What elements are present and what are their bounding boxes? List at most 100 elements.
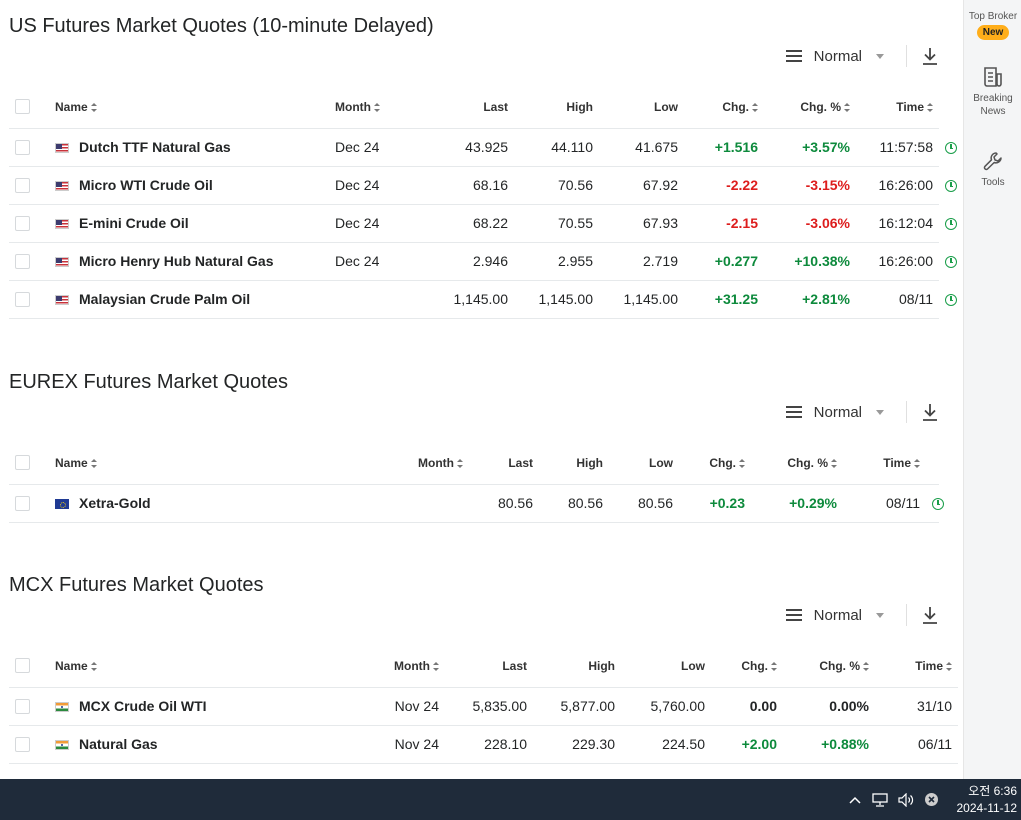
col-header-time[interactable]: Time (875, 645, 958, 688)
instrument-link[interactable]: Malaysian Crude Palm Oil (79, 291, 251, 307)
instrument-link[interactable]: MCX Crude Oil WTI (79, 698, 207, 714)
row-checkbox[interactable] (15, 292, 30, 308)
row-checkbox[interactable] (15, 699, 30, 715)
view-select[interactable]: Normal (785, 600, 898, 630)
clock-icon (945, 218, 957, 231)
network-button[interactable] (872, 792, 888, 807)
low-cell: 5,760.00 (621, 687, 711, 726)
row-checkbox[interactable] (15, 254, 30, 270)
col-header-label: Time (883, 455, 911, 470)
col-header-name[interactable]: Name (49, 86, 329, 129)
select-all-checkbox[interactable] (15, 658, 30, 674)
select-all-checkbox[interactable] (15, 455, 30, 471)
chevron-down-icon (876, 612, 884, 618)
col-header-name[interactable]: Name (49, 645, 329, 688)
col-header-chg[interactable]: Chg. (684, 86, 764, 129)
speaker-icon (898, 792, 914, 807)
row-checkbox[interactable] (15, 737, 30, 753)
change-cell: +31.25 (684, 280, 764, 319)
col-header-label: Name (55, 99, 88, 114)
col-header-label: Name (55, 658, 88, 673)
download-button[interactable] (921, 46, 939, 66)
table-header-row: Name Month Last High Low Chg. Chg. % Tim… (9, 442, 939, 485)
sort-icon (90, 102, 97, 112)
month-cell (329, 280, 429, 319)
clock-date: 2024-11-12 (956, 800, 1018, 815)
view-select[interactable]: Normal (785, 41, 898, 71)
col-header-chg[interactable]: Chg. (679, 442, 751, 485)
sort-icon (90, 661, 97, 671)
col-header-label: Time (896, 99, 924, 114)
volume-button[interactable] (898, 792, 914, 807)
table-header-row: Name Month Last High Low Chg. Chg. % Tim… (9, 86, 939, 129)
download-button[interactable] (921, 605, 939, 625)
section-title: MCX Futures Market Quotes (9, 574, 264, 596)
change-cell: -2.15 (684, 204, 764, 243)
col-header-label: Low (649, 455, 673, 470)
notification-button[interactable] (924, 792, 939, 807)
flag-us-icon (55, 295, 69, 305)
flag-in-icon (55, 740, 69, 750)
show-hidden-icons-button[interactable] (848, 795, 862, 805)
month-cell: Dec 24 (329, 128, 429, 167)
row-checkbox[interactable] (15, 496, 30, 512)
col-header-low: Low (609, 442, 679, 485)
col-header-month[interactable]: Month (389, 442, 469, 485)
time-cell: 16:26:00 (856, 166, 939, 205)
download-icon (923, 404, 937, 421)
clock-icon (945, 180, 957, 193)
top-broker-link[interactable]: Top Broker New (964, 10, 1021, 40)
row-checkbox[interactable] (15, 140, 30, 156)
instrument-link[interactable]: Dutch TTF Natural Gas (79, 139, 231, 155)
clock-icon (932, 498, 944, 511)
row-checkbox[interactable] (15, 178, 30, 194)
select-all-cell (9, 86, 49, 129)
select-all-checkbox[interactable] (15, 99, 30, 115)
select-all-cell (9, 645, 49, 688)
col-header-time[interactable]: Time (843, 442, 926, 485)
sort-icon (90, 458, 97, 468)
change-percent-cell: +3.57% (764, 128, 856, 167)
instrument-link[interactable]: E-mini Crude Oil (79, 215, 189, 231)
low-cell: 1,145.00 (599, 280, 684, 319)
breaking-news-label: Breaking News (973, 93, 1013, 117)
col-header-month[interactable]: Month (329, 86, 429, 129)
toolbar-divider (906, 604, 907, 626)
flag-us-icon (55, 143, 69, 153)
time-cell: 31/10 (875, 687, 958, 726)
instrument-link[interactable]: Micro Henry Hub Natural Gas (79, 253, 274, 269)
instrument-link[interactable]: Xetra-Gold (79, 495, 151, 511)
low-cell: 224.50 (621, 725, 711, 764)
month-cell: Dec 24 (329, 242, 429, 281)
tools-link[interactable]: Tools (964, 150, 1021, 189)
view-select[interactable]: Normal (785, 397, 898, 427)
sort-icon (831, 458, 837, 468)
col-header-label: Chg. (722, 99, 749, 114)
col-header-chg-pct[interactable]: Chg. % (751, 442, 843, 485)
view-select-label: Normal (813, 403, 862, 421)
download-button[interactable] (921, 402, 939, 422)
flag-eu-icon (55, 499, 69, 509)
col-header-time[interactable]: Time (856, 86, 939, 129)
col-header-chg-pct[interactable]: Chg. % (783, 645, 875, 688)
col-header-chg[interactable]: Chg. (711, 645, 783, 688)
change-percent-cell: +2.81% (764, 280, 856, 319)
col-header-high: High (533, 645, 621, 688)
row-select-cell (9, 204, 49, 243)
col-header-label: High (576, 455, 603, 470)
last-cell: 43.925 (429, 128, 514, 167)
taskbar-clock[interactable]: 오전 6:36 2024-11-12 (949, 783, 1021, 817)
breaking-news-link[interactable]: Breaking News (964, 66, 1021, 118)
low-cell: 67.93 (599, 204, 684, 243)
col-header-high: High (514, 86, 599, 129)
instrument-link[interactable]: Micro WTI Crude Oil (79, 177, 213, 193)
col-header-chg-pct[interactable]: Chg. % (764, 86, 856, 129)
quotes-table: Name Month Last High Low Chg. Chg. % Tim… (9, 645, 958, 764)
col-header-name[interactable]: Name (49, 442, 389, 485)
table-toolbar: Normal (785, 41, 939, 71)
col-header-month[interactable]: Month (329, 645, 445, 688)
change-percent-cell: -3.06% (764, 204, 856, 243)
row-checkbox[interactable] (15, 216, 30, 232)
instrument-name-cell: Malaysian Crude Palm Oil (49, 280, 329, 319)
instrument-link[interactable]: Natural Gas (79, 736, 158, 752)
